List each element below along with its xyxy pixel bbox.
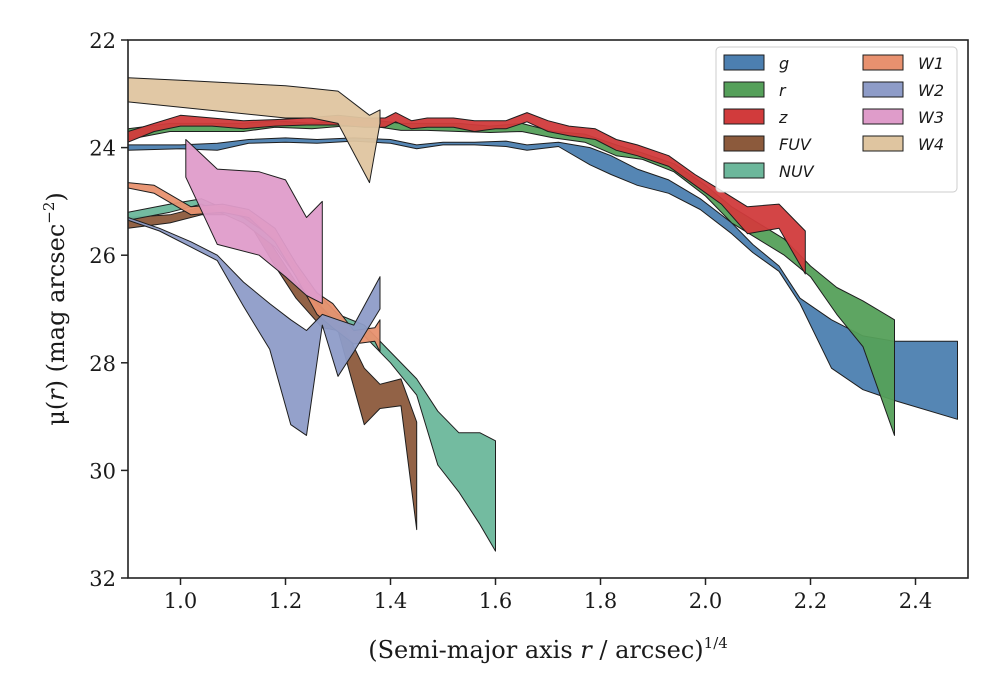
legend-swatch-r: [723, 81, 765, 98]
band-w4: [128, 77, 381, 184]
y-axis-title-exponent: −2: [40, 202, 58, 224]
band-w3: [185, 139, 323, 305]
legend-swatch-g: [723, 54, 765, 71]
y-axis-title: μ(r) (mag arcsec−2): [40, 192, 70, 426]
legend-swatch-w2: [862, 81, 904, 98]
legend-label-w1: W1: [918, 54, 944, 73]
y-tick-label: 22: [89, 29, 116, 53]
band-w2: [128, 217, 381, 436]
x-axis-title-variable: r: [580, 636, 593, 664]
legend-swatch-fuv: [723, 135, 765, 152]
x-axis-title-exponent: 1/4: [704, 634, 728, 652]
x-axis: 1.0 1.2 1.4 1.6 1.8 2.0 2.2 2.4: [164, 578, 932, 613]
x-axis-title-part-1: (Semi-major axis: [368, 636, 580, 664]
x-axis-title: (Semi-major axis r / arcsec)1/4: [368, 634, 728, 664]
y-tick-label: 32: [89, 567, 116, 591]
y-axis-title-part-1: μ(: [42, 401, 70, 426]
x-tick-label: 2.4: [899, 589, 932, 613]
legend-label-w3: W3: [918, 108, 944, 127]
x-tick-label: 2.0: [689, 589, 722, 613]
legend-label-nuv: NUV: [779, 162, 815, 181]
legend-label-g: g: [779, 54, 789, 73]
x-axis-title-part-2: / arcsec): [592, 636, 704, 664]
y-tick-label: 30: [89, 459, 116, 483]
legend-swatch-w4: [862, 135, 904, 152]
x-tick-label: 1.4: [374, 589, 407, 613]
x-tick-label: 2.2: [794, 589, 827, 613]
legend-label-fuv: FUV: [779, 135, 812, 154]
y-axis-title-variable: r: [42, 388, 70, 401]
legend-label-z: z: [778, 108, 788, 127]
y-axis-title-part-2: ) (mag arcsec: [42, 224, 70, 390]
legend-swatch-w1: [862, 54, 904, 71]
legend: grz FUV NUV W1 W2 W3 W4: [715, 46, 958, 193]
y-axis-title-part-3: ): [42, 192, 70, 201]
y-axis: 22 24 26 28 30 32: [89, 29, 128, 591]
legend-label-w2: W2: [918, 81, 944, 100]
legend-swatch-w3: [862, 108, 904, 125]
x-tick-label: 1.0: [164, 589, 197, 613]
y-tick-label: 24: [89, 137, 116, 161]
legend-label-r: r: [779, 81, 787, 100]
legend-label-w4: W4: [918, 135, 944, 154]
legend-swatch-nuv: [723, 162, 765, 179]
y-tick-label: 28: [89, 352, 116, 376]
y-tick-label: 26: [89, 244, 116, 268]
plot-frame: [127, 39, 969, 579]
x-tick-label: 1.2: [269, 589, 302, 613]
series-bands: [128, 77, 958, 552]
x-tick-label: 1.6: [479, 589, 512, 613]
band-g: [128, 137, 958, 420]
legend-swatch-z: [723, 108, 765, 125]
x-tick-label: 1.8: [584, 589, 617, 613]
